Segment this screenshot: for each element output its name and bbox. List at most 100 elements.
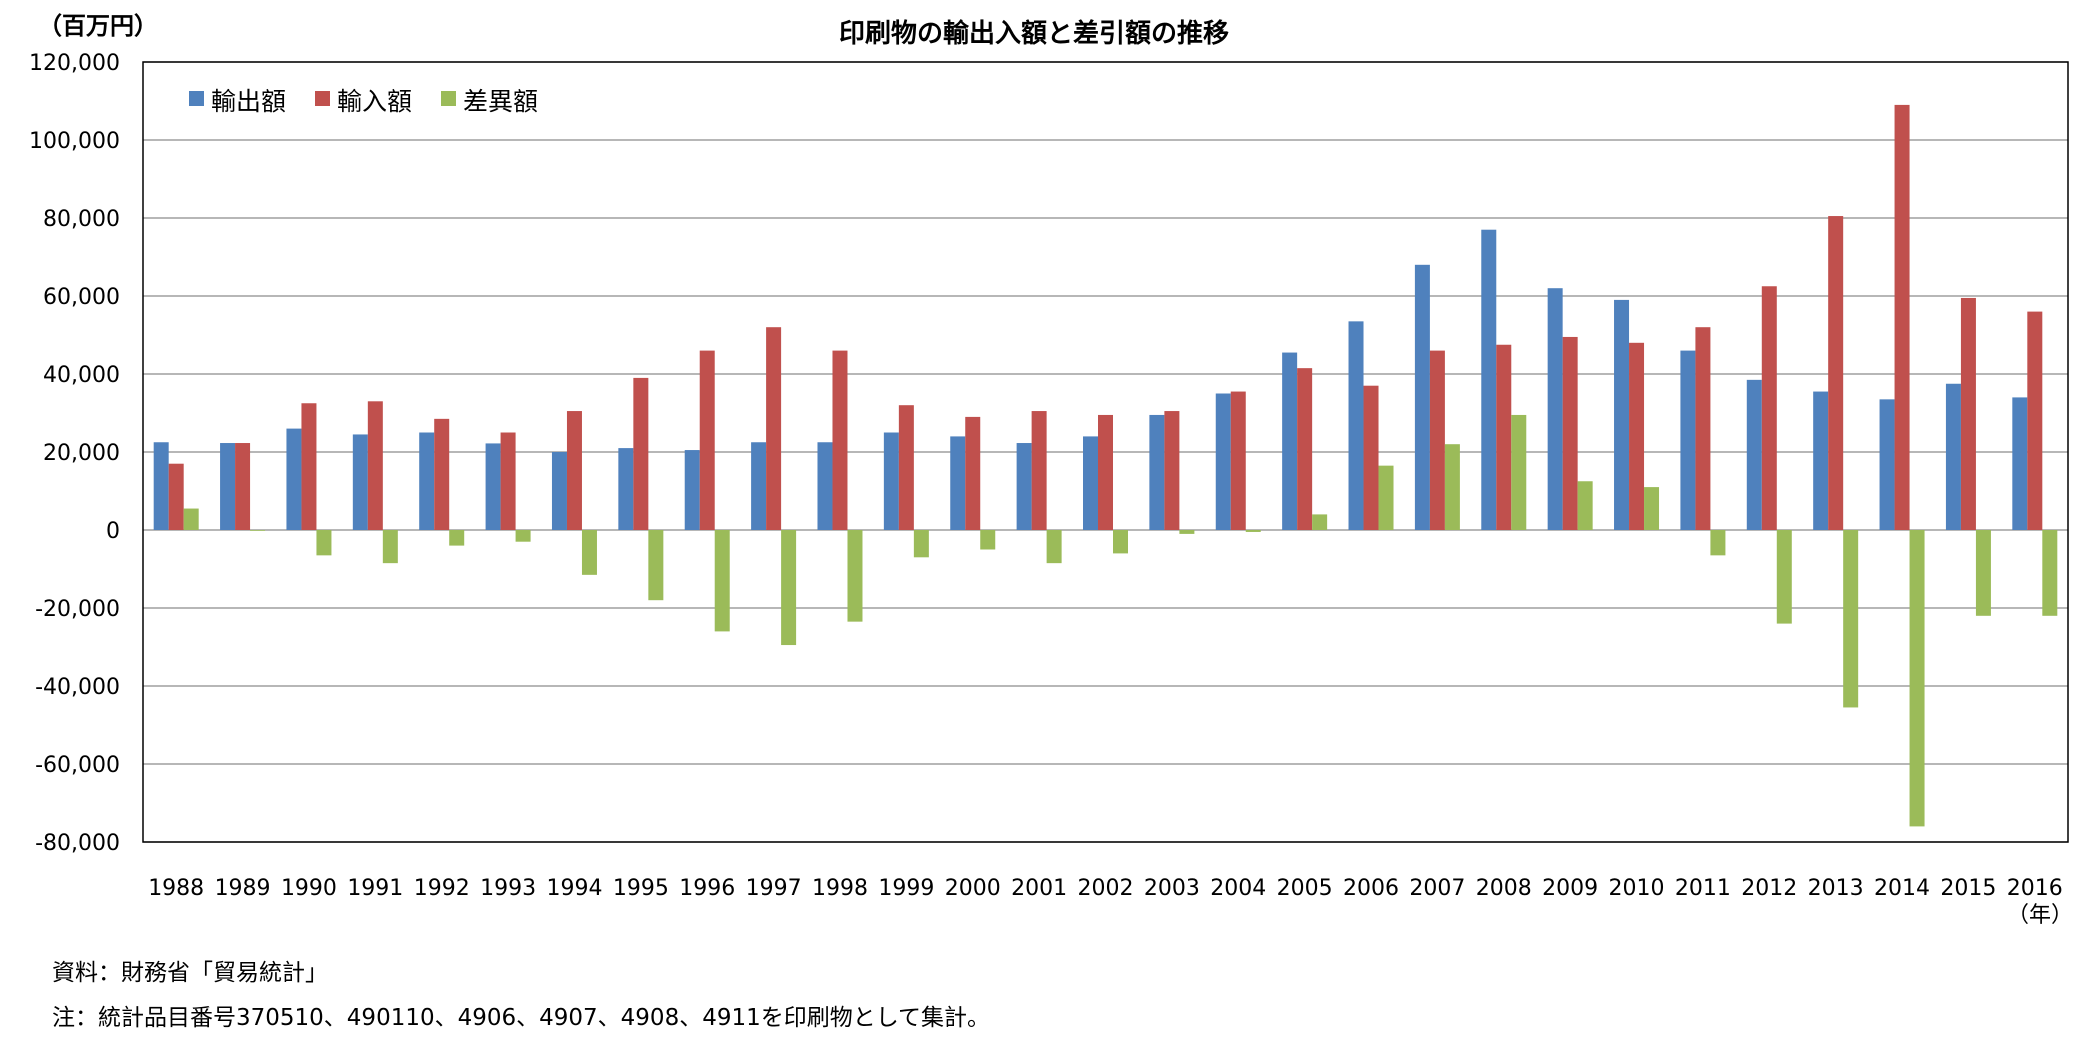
bar-balance xyxy=(1909,530,1925,827)
bar-balance xyxy=(1113,530,1128,554)
bar-import xyxy=(1960,297,1976,530)
x-tick-label: 2010 xyxy=(1609,876,1665,901)
y-tick-label: 20,000 xyxy=(43,441,120,466)
y-axis-ticks: 120,000 100,000 80,000 60,000 40,000 20,000 0 -… xyxy=(29,51,120,856)
bar-balance xyxy=(2042,530,2058,616)
bar-import xyxy=(1828,216,1844,531)
bar-export xyxy=(817,442,833,530)
x-tick-label: 1989 xyxy=(215,876,271,901)
bar-balance xyxy=(847,530,863,622)
x-tick-label: 2001 xyxy=(1011,876,1067,901)
legend-swatch-import xyxy=(315,91,330,106)
x-tick-label: 2011 xyxy=(1675,876,1731,901)
bar-export xyxy=(1614,299,1630,530)
plot-area-frame xyxy=(142,61,2069,843)
bar-export xyxy=(618,448,634,530)
bar-balance xyxy=(1179,530,1195,534)
bar-import xyxy=(1496,344,1512,530)
x-tick-label: 1997 xyxy=(746,876,802,901)
x-tick-label: 1994 xyxy=(546,876,602,901)
bar-balance xyxy=(913,530,929,558)
legend-label-import: 輸入額 xyxy=(337,87,412,116)
bar-import xyxy=(500,432,516,530)
bar-balance xyxy=(382,530,398,564)
bar-import xyxy=(1562,336,1578,530)
legend-label-export: 輸出額 xyxy=(211,87,286,116)
bar-import xyxy=(566,411,582,530)
bar-balance xyxy=(980,530,996,550)
y-tick-label: 40,000 xyxy=(43,363,120,388)
bar-export xyxy=(1680,350,1696,530)
bar-import xyxy=(2027,311,2043,530)
bar-balance xyxy=(581,530,597,575)
y-tick-label: -80,000 xyxy=(35,831,120,856)
bar-import xyxy=(633,377,649,530)
bar-import xyxy=(898,405,914,530)
bar-import xyxy=(832,350,848,530)
x-tick-label: 1991 xyxy=(347,876,403,901)
x-tick-label: 1988 xyxy=(148,876,204,901)
bar-import xyxy=(1297,368,1313,530)
x-tick-label: 2015 xyxy=(1940,876,1996,901)
source-note: 資料：財務省「貿易統計」 xyxy=(52,960,328,986)
bar-balance xyxy=(449,530,465,546)
bar-import xyxy=(699,350,715,530)
bar-export xyxy=(1215,393,1231,530)
x-tick-label: 1992 xyxy=(414,876,470,901)
x-tick-label: 1996 xyxy=(679,876,735,901)
bar-import xyxy=(301,403,317,530)
bar-balance xyxy=(1046,530,1062,564)
x-tick-label: 2013 xyxy=(1808,876,1864,901)
bar-balance xyxy=(515,530,531,542)
bar-balance xyxy=(1444,444,1460,530)
bar-export xyxy=(419,432,435,530)
bar-import xyxy=(434,418,450,530)
bar-export xyxy=(1149,414,1165,530)
x-unit-label: （年） xyxy=(2007,903,2073,928)
bar-export xyxy=(1746,379,1762,530)
x-tick-label: 2014 xyxy=(1874,876,1930,901)
bar-export xyxy=(883,432,899,530)
bar-import xyxy=(1695,327,1711,530)
bar-import xyxy=(1031,411,1047,530)
bar-import xyxy=(1629,342,1645,530)
y-tick-label: 100,000 xyxy=(29,129,120,154)
bar-balance xyxy=(1378,465,1394,530)
x-tick-label: 2012 xyxy=(1741,876,1797,901)
bar-export xyxy=(2012,397,2028,530)
bar-export xyxy=(751,442,767,530)
x-tick-label: 1993 xyxy=(480,876,536,901)
bar-balance xyxy=(1511,414,1527,530)
bar-export xyxy=(1016,443,1032,530)
legend-swatch-export xyxy=(189,91,204,106)
legend-label-balance: 差異額 xyxy=(463,87,538,116)
x-tick-label: 2006 xyxy=(1343,876,1399,901)
bar-balance xyxy=(1843,530,1859,708)
x-tick-label: 2016 xyxy=(2007,876,2063,901)
x-tick-label: 2009 xyxy=(1542,876,1598,901)
bar-import xyxy=(766,327,782,530)
bar-import xyxy=(235,443,251,530)
bar-balance xyxy=(1776,530,1792,624)
bar-balance xyxy=(316,530,332,556)
y-tick-label: -40,000 xyxy=(35,675,120,700)
bar-import xyxy=(1363,385,1379,530)
bar-balance xyxy=(781,530,797,646)
bar-export xyxy=(1348,321,1364,530)
chart-title: 印刷物の輸出入額と差引額の推移 xyxy=(839,18,1229,49)
bar-balance xyxy=(250,530,266,531)
y-unit-label: （百万円） xyxy=(38,12,158,40)
bar-balance xyxy=(1644,487,1660,530)
bar-export xyxy=(551,452,567,530)
bar-balance xyxy=(648,530,664,601)
footnote: 注：統計品目番号370510、490110、4906、4907、4908、491… xyxy=(52,1005,991,1031)
y-tick-label: 120,000 xyxy=(29,51,120,76)
bar-balance xyxy=(1312,514,1328,530)
bar-balance xyxy=(1245,530,1261,532)
bar-import xyxy=(1761,286,1777,530)
x-tick-label: 2002 xyxy=(1078,876,1134,901)
bar-import xyxy=(1429,350,1445,530)
x-tick-label: 2004 xyxy=(1210,876,1266,901)
bar-export xyxy=(153,442,169,530)
